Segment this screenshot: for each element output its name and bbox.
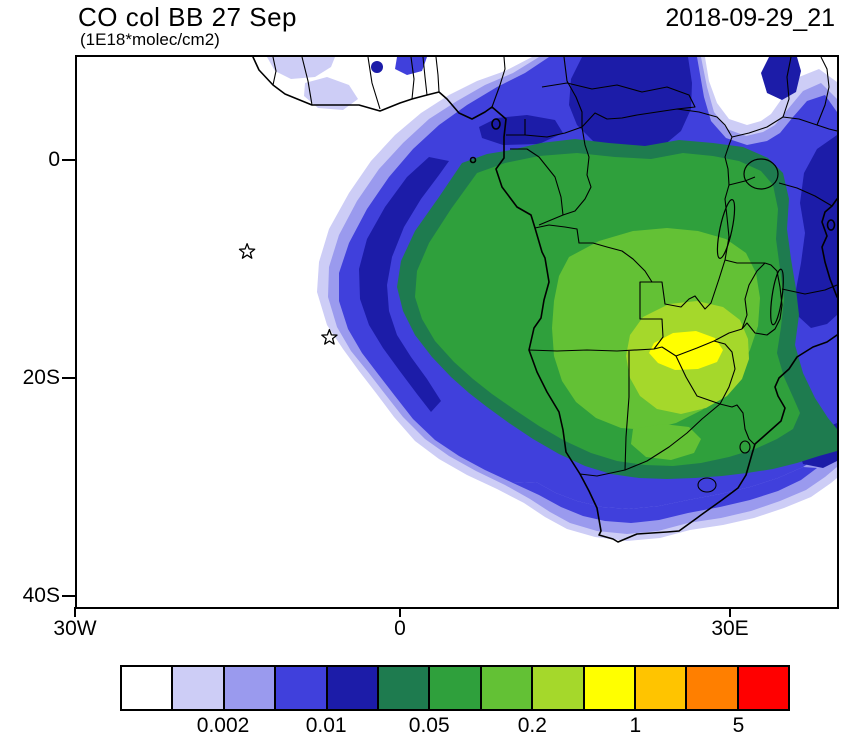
plot-title: CO col BB 27 Sep [78, 2, 297, 32]
contour-fill-level4-east-lobe [795, 135, 837, 328]
colorbar-cell [430, 667, 482, 709]
star-marker [321, 328, 338, 345]
lake-tanganyika [716, 199, 736, 259]
bioko-island [491, 118, 501, 130]
contour-fill-level4-dot [371, 61, 383, 73]
contour-fill-level9 [649, 331, 723, 370]
star-marker [238, 243, 256, 259]
lake-victoria [743, 158, 779, 190]
map-svg [238, 57, 837, 543]
y-tick [62, 159, 75, 161]
y-tick [62, 377, 75, 379]
lakes [716, 158, 784, 326]
africa-coastline-east [821, 198, 837, 298]
colorbar-tick-label: 0.2 [517, 714, 547, 737]
star-markers [238, 243, 338, 345]
y-axis-label-0: 0 [48, 148, 60, 171]
y-tick [62, 595, 75, 597]
colorbar-tick-label: 5 [732, 714, 745, 737]
colorbar-cell [481, 667, 534, 709]
zanzibar-island [826, 219, 836, 231]
sao-tome-island [469, 156, 477, 164]
colorbar-cell [687, 667, 739, 709]
colorbar-cell [533, 667, 585, 709]
colorbar-cell [378, 667, 431, 709]
colorbar-tick-label: 0.05 [408, 714, 450, 737]
map-plot-area [75, 55, 839, 609]
colorbar [120, 665, 790, 711]
contour-fill-level7-tongue [631, 424, 701, 460]
contour-fills [267, 57, 837, 541]
colorbar-tick-label: 0.002 [196, 714, 250, 737]
colorbar-cell [584, 667, 636, 709]
contour-fill-level4-topright [761, 57, 801, 100]
colorbar-cell [738, 667, 789, 709]
country-borders [272, 57, 837, 493]
lake-malawi [770, 268, 784, 326]
africa-coastline-west [252, 57, 837, 543]
y-axis-label-20s: 20S [22, 366, 60, 389]
colorbar-cell [635, 667, 688, 709]
colorbar-tick-label: 1 [629, 714, 642, 737]
colorbar-labels: 0.002 0.01 0.05 0.2 1 5 [120, 714, 790, 742]
contour-fill-level1-patch [304, 77, 358, 110]
x-axis-label-0: 0 [394, 617, 406, 640]
colorbar-tick-label: 0.01 [305, 714, 347, 737]
plot-units-label: (1E18*molec/cm2) [80, 30, 220, 49]
x-axis-label-30w: 30W [53, 617, 97, 640]
colorbar-cell [327, 667, 379, 709]
y-axis-label-40s: 40S [22, 584, 60, 607]
x-axis-label-30e: 30E [711, 617, 749, 640]
contour-fill-level4-west-arc [359, 157, 449, 412]
x-tick [729, 607, 731, 617]
colorbar-cell [122, 667, 174, 709]
plot-datetime: 2018-09-29_21 [665, 4, 835, 32]
contour-fill-level4-ne-lobe [569, 57, 692, 152]
x-tick [399, 607, 401, 617]
contour-fill-level3-patch [395, 57, 427, 75]
x-tick [74, 607, 76, 617]
colorbar-cell [224, 667, 277, 709]
contour-fill-level3-band [485, 467, 817, 523]
colorbar-cell [276, 667, 328, 709]
contour-fill-level1-patch [267, 57, 335, 79]
coastlines [252, 57, 837, 543]
colorbar-cell [173, 667, 225, 709]
